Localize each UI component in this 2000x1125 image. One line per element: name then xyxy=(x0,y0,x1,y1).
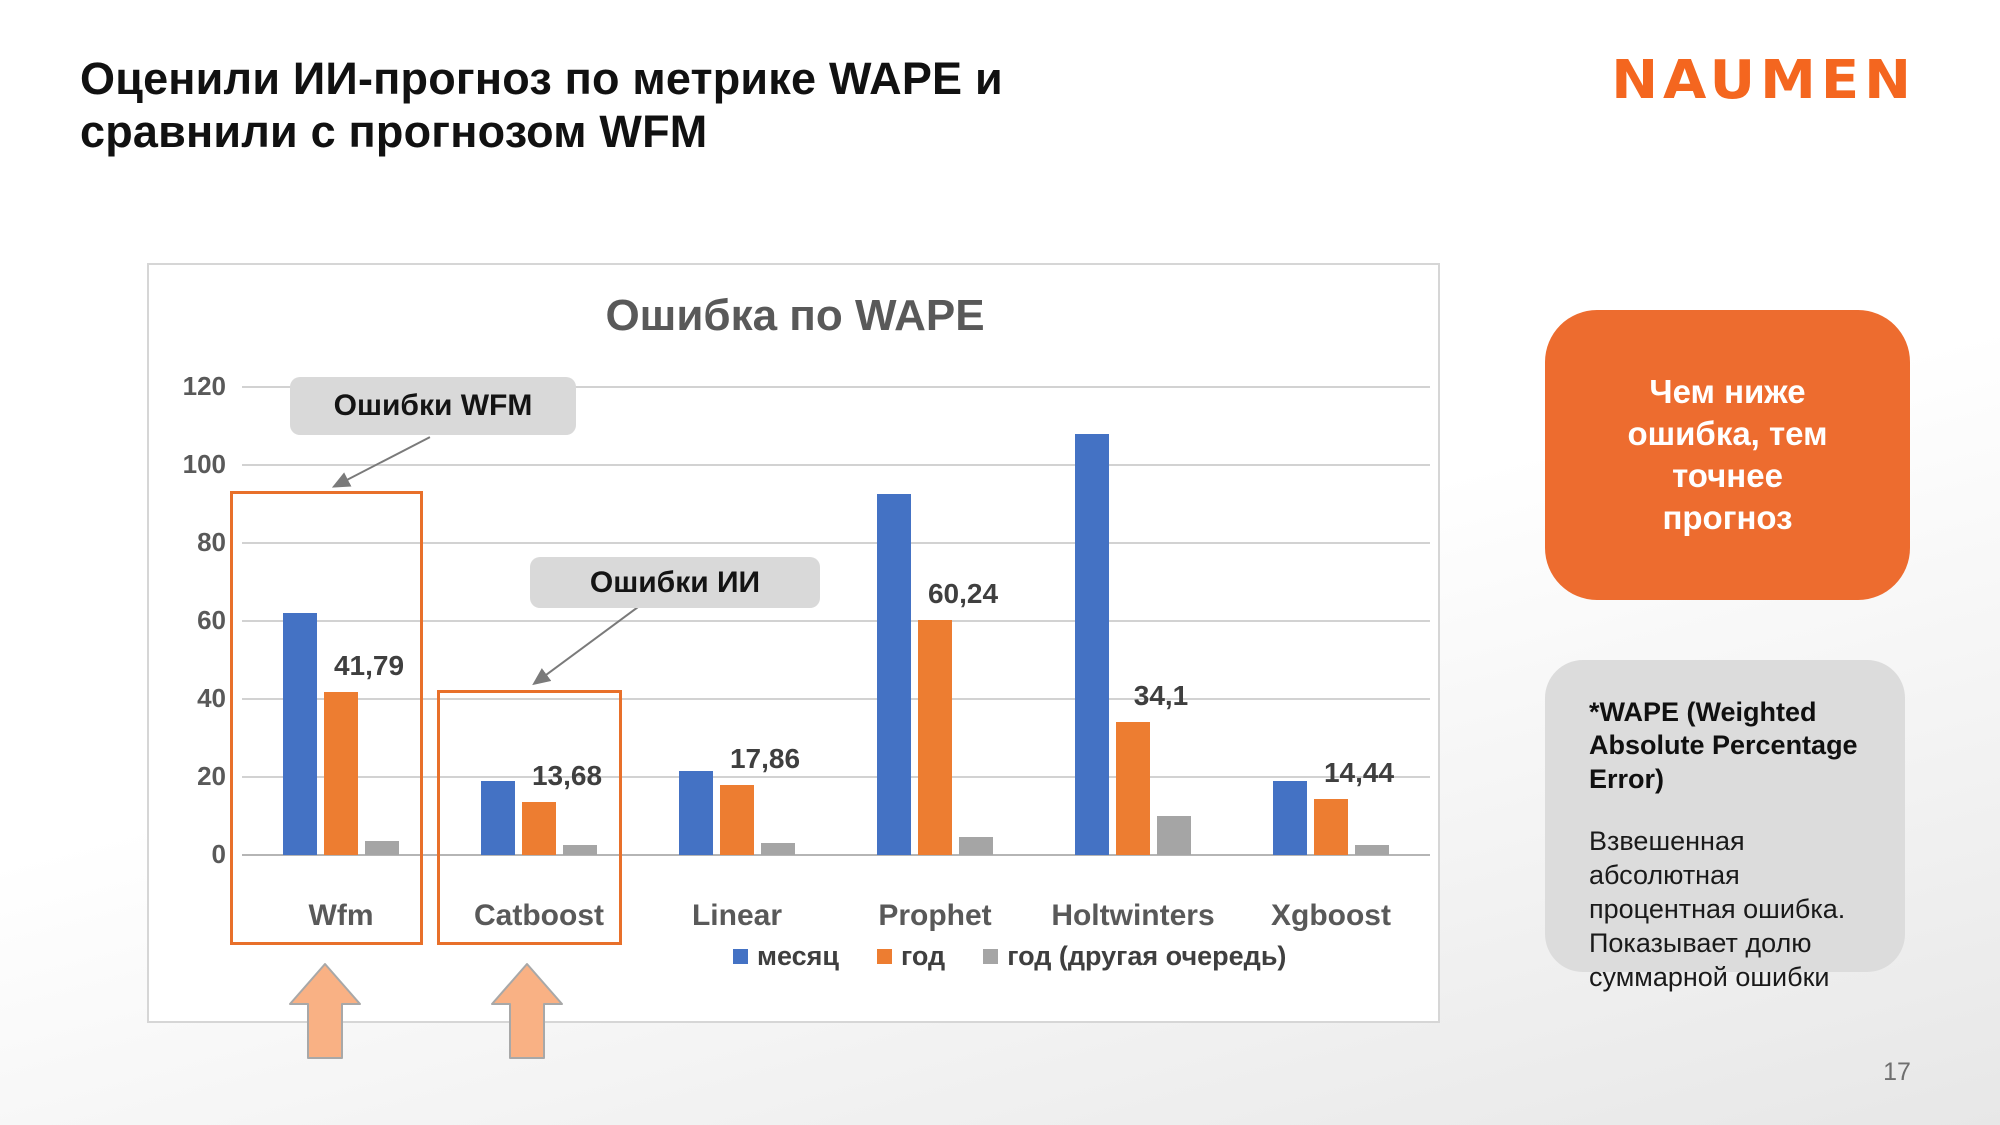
chart-panel: Ошибка по WAPE 0 20 40 60 80 100 120 Wfm 41,79 Ca… xyxy=(147,263,1440,1023)
bar-год-другая-очередь--catboost xyxy=(563,845,597,855)
gridline-120 xyxy=(242,386,1430,388)
slide-title: Оценили ИИ-прогноз по метрике WAPE и сра… xyxy=(80,52,1003,158)
page-number: 17 xyxy=(1883,1058,1911,1086)
bar-год-catboost xyxy=(522,801,556,855)
y-tick-label-20: 20 xyxy=(197,761,226,791)
bar-год-wfm xyxy=(324,692,358,855)
bar-год-prophet xyxy=(918,620,952,855)
legend-label: месяц xyxy=(757,941,840,971)
bar-месяц-catboost xyxy=(481,780,515,855)
bar-год-другая-очередь--prophet xyxy=(959,837,993,855)
category-label-holtwinters: Holtwinters xyxy=(1051,899,1215,932)
data-label-holtwinters: 34,1 xyxy=(1133,680,1189,711)
data-label-prophet: 60,24 xyxy=(927,578,999,610)
y-tick-label-40: 40 xyxy=(197,683,226,713)
wape-definition-body: Взвешенная абсолютная процентная ошибка.… xyxy=(1589,826,1846,993)
legend-item-год-другая-очередь-: год (другая очередь) xyxy=(983,941,1286,972)
callout-wfm-errors: Ошибки WFM xyxy=(290,377,576,435)
legend-swatch-icon xyxy=(733,949,748,964)
legend-swatch-icon xyxy=(877,949,893,964)
category-label-xgboost: Xgboost xyxy=(1271,899,1391,932)
legend-label: год xyxy=(901,941,946,971)
data-label-xgboost: 14,44 xyxy=(1323,756,1395,788)
gridline-60 xyxy=(242,620,1430,622)
data-label-catboost: 13,68 xyxy=(531,759,603,791)
category-label-prophet: Prophet xyxy=(878,899,992,932)
bar-год-holtwinters xyxy=(1116,722,1150,855)
slide-title-line-2: сравнили с прогнозом WFM xyxy=(80,106,708,158)
highlight-rect-catboost xyxy=(437,690,622,945)
gridline-100 xyxy=(242,464,1430,466)
data-label-linear: 17,86 xyxy=(729,743,801,775)
category-label-catboost: Catboost xyxy=(474,899,604,932)
naumen-logo: NAUMEN xyxy=(1611,49,1916,112)
bar-год-другая-очередь--linear xyxy=(761,843,795,855)
legend-label: год (другая очередь) xyxy=(1007,941,1287,971)
bar-год-другая-очередь--wfm xyxy=(365,841,399,855)
legend-item-месяц: месяц xyxy=(733,941,839,972)
wape-definition-box: *WAPE (Weighted Absolute Percentage Erro… xyxy=(1545,660,1905,992)
gridline-80 xyxy=(242,542,1430,544)
y-tick-label-100: 100 xyxy=(182,449,226,479)
chart-title: Ошибка по WAPE xyxy=(605,291,985,340)
bar-год-linear xyxy=(720,785,754,855)
gridline-0 xyxy=(242,854,1430,856)
y-tick-label-80: 80 xyxy=(197,527,226,557)
y-tick-label-60: 60 xyxy=(197,605,226,635)
bar-месяц-wfm xyxy=(283,613,317,855)
bar-месяц-prophet xyxy=(877,494,911,855)
bar-год-xgboost xyxy=(1314,798,1348,855)
data-label-wfm: 41,79 xyxy=(333,650,405,682)
highlight-rect-wfm xyxy=(230,491,423,945)
bar-месяц-xgboost xyxy=(1273,780,1307,855)
y-tick-label-0: 0 xyxy=(211,839,226,869)
legend-item-год: год xyxy=(877,941,945,972)
category-label-wfm: Wfm xyxy=(308,899,374,932)
bar-chart-plot: 0 20 40 60 80 100 120 Wfm 41,79 Catboost 13,68 Line… xyxy=(149,265,1438,1021)
gridline-20 xyxy=(242,776,1430,778)
y-tick-label-120: 120 xyxy=(182,371,226,401)
category-label-linear: Linear xyxy=(691,899,783,932)
chart-legend: месяц год год (другая очередь) xyxy=(733,941,1286,972)
slide-title-line-1: Оценили ИИ-прогноз по метрике WAPE и xyxy=(80,53,1003,104)
key-message-text: Чем ниже ошибка, тем точнее прогноз xyxy=(1627,372,1828,537)
bar-год-другая-очередь--holtwinters xyxy=(1157,816,1191,855)
key-message-box: Чем ниже ошибка, тем точнее прогноз xyxy=(1545,310,1910,600)
bar-месяц-holtwinters xyxy=(1075,433,1109,855)
wape-definition-title: *WAPE (Weighted Absolute Percentage Erro… xyxy=(1589,697,1858,794)
bar-год-другая-очередь--xgboost xyxy=(1355,845,1389,855)
bar-месяц-linear xyxy=(679,771,713,855)
gridline-40 xyxy=(242,698,1430,700)
legend-swatch-icon xyxy=(983,949,999,964)
callout-ai-errors: Ошибки ИИ xyxy=(530,557,820,608)
